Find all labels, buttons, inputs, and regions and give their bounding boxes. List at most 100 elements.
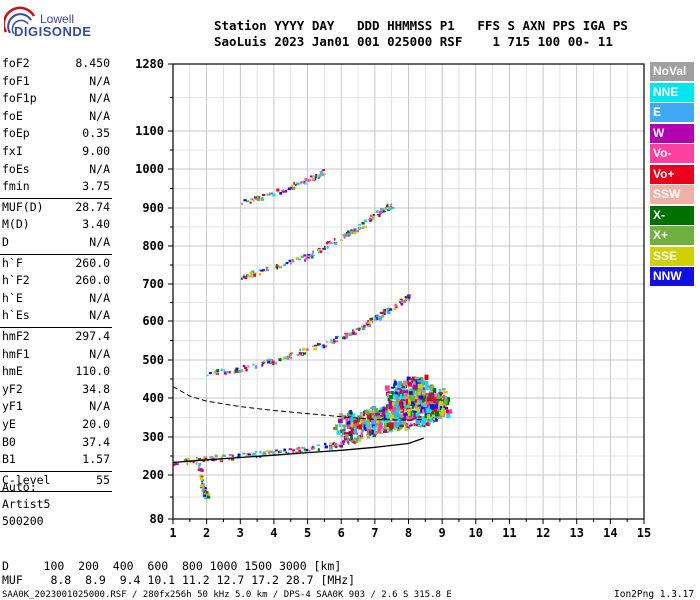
- echo-point: [433, 420, 436, 422]
- param-row: foF1p N/A: [2, 91, 110, 108]
- echo-point: [371, 320, 374, 323]
- echo-point: [203, 494, 206, 497]
- echo-point: [324, 345, 328, 348]
- echo-point: [390, 391, 394, 394]
- echo-point: [429, 396, 434, 402]
- echo-point: [375, 423, 378, 428]
- echo-point: [352, 329, 354, 332]
- legend-entry: SSW: [650, 185, 694, 204]
- echo-point: [329, 242, 333, 245]
- echo-point: [447, 409, 453, 414]
- echo-point: [258, 196, 261, 199]
- echo-point: [347, 425, 351, 429]
- echo-point: [413, 398, 417, 403]
- echo-point: [353, 228, 357, 231]
- x-tick-label: 9: [439, 526, 446, 540]
- echo-point: [441, 405, 446, 411]
- echo-point: [175, 463, 179, 466]
- echo-point: [367, 436, 370, 439]
- echo-point: [353, 420, 358, 425]
- echo-point: [369, 415, 375, 419]
- echo-point: [209, 455, 214, 459]
- echo-point: [300, 181, 303, 184]
- echo-point: [345, 335, 348, 339]
- echo-point: [304, 259, 306, 262]
- echo-point: [397, 384, 401, 389]
- echo-point: [296, 182, 300, 185]
- echo-point: [282, 356, 285, 360]
- echo-point: [349, 409, 352, 415]
- param-value: 3.40: [82, 217, 110, 232]
- echo-point: [397, 428, 401, 431]
- echo-point: [366, 423, 372, 430]
- echo-point: [252, 452, 257, 456]
- echo-point: [417, 391, 421, 396]
- legend-entry: E: [650, 103, 694, 122]
- echo-point: [192, 460, 195, 464]
- echo-point: [278, 265, 283, 269]
- echo-point: [274, 449, 278, 452]
- param-value: 260.0: [75, 273, 110, 288]
- param-key: h`F: [2, 255, 23, 270]
- echo-point: [411, 396, 415, 402]
- echo-point: [203, 490, 207, 493]
- echo-point: [200, 484, 204, 488]
- echo-point: [224, 371, 227, 375]
- echo-point: [383, 417, 386, 424]
- echo-point: [358, 426, 363, 430]
- echo-point: [319, 174, 322, 177]
- echo-point: [295, 183, 297, 186]
- echo-point: [353, 428, 357, 434]
- echo-point: [309, 178, 312, 182]
- echo-point: [363, 424, 367, 431]
- echo-point: [238, 455, 241, 458]
- echo-point: [266, 269, 270, 272]
- echo-point: [345, 231, 348, 235]
- echo-point: [265, 266, 269, 269]
- echo-point: [415, 412, 420, 417]
- param-value: N/A: [89, 346, 110, 361]
- echo-point: [228, 371, 231, 374]
- echo-point: [388, 429, 391, 432]
- echo-point: [382, 406, 385, 409]
- footer-version: Ion2Png 1.3.17: [614, 589, 695, 600]
- echo-point: [279, 450, 282, 454]
- echo-point: [203, 495, 207, 499]
- echo-point: [298, 258, 302, 261]
- header-labels: Station YYYY DAY DDD HHMMSS P1 FFS S AXN…: [214, 18, 628, 33]
- param-row: fxI 9.00: [2, 144, 110, 161]
- echo-point: [242, 364, 246, 368]
- echo-point: [207, 496, 211, 499]
- echo-point: [379, 311, 384, 315]
- y-tick-label: 900: [142, 201, 164, 215]
- echo-point: [352, 332, 355, 334]
- echo-point: [340, 435, 344, 438]
- param-row: yF1 N/A: [2, 399, 110, 416]
- echo-point: [246, 200, 250, 203]
- x-tick-label: 1: [169, 526, 176, 540]
- echo-point: [380, 432, 384, 434]
- echo-point: [369, 317, 373, 321]
- param-row: foE N/A: [2, 109, 110, 126]
- echo-point: [272, 453, 276, 455]
- echo-point: [391, 206, 395, 209]
- echo-point: [400, 388, 406, 392]
- echo-point: [250, 273, 253, 276]
- echo-point: [338, 444, 342, 447]
- echo-point: [242, 275, 246, 279]
- echo-point: [386, 416, 391, 421]
- echo-point: [321, 345, 324, 348]
- echo-point: [212, 457, 215, 460]
- echo-point: [375, 315, 379, 318]
- echo-point: [353, 413, 356, 419]
- echo-point: [291, 184, 294, 187]
- echo-point: [312, 250, 314, 254]
- echo-point: [358, 439, 362, 441]
- param-row: fmin 3.75: [2, 179, 110, 196]
- echo-point: [231, 454, 234, 457]
- echo-point: [354, 423, 359, 426]
- echo-point: [248, 274, 252, 278]
- echo-point: [423, 423, 426, 426]
- echo-point: [336, 340, 338, 343]
- echo-point: [399, 409, 403, 412]
